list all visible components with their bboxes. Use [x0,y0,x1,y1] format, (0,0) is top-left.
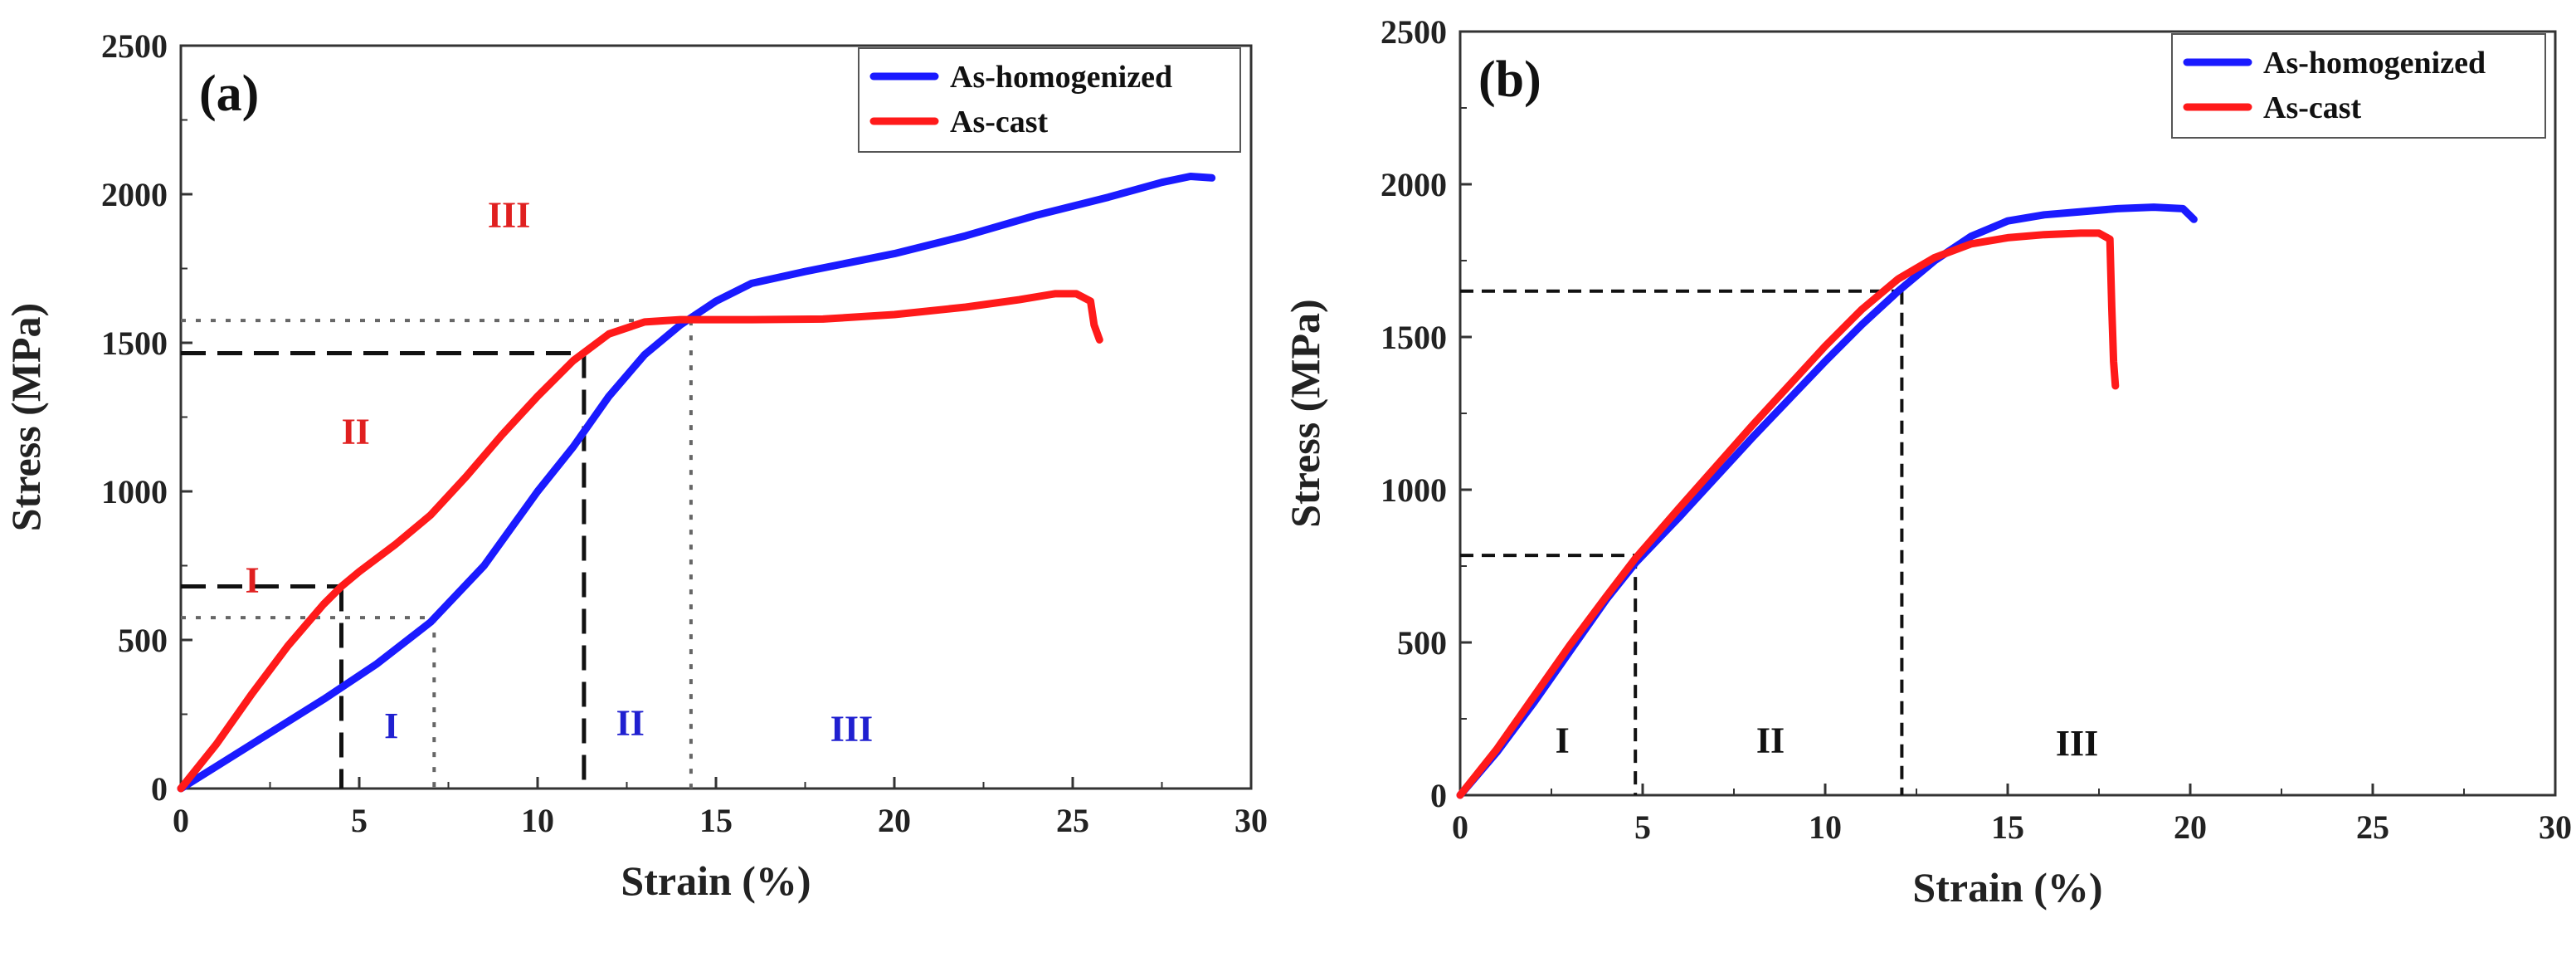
panel-a-legend: As-homogenized As-cast [858,47,1241,153]
panel-b-y-tick-label: 2000 [1381,166,1447,203]
panel-a-region-label: III [830,709,873,750]
panel-b-x-tick-label: 0 [1452,808,1468,846]
panel-a-y-tick-label: 1000 [101,473,168,510]
panel-a-y-axis-title: Stress (MPa) [2,303,49,531]
panel-a-y-tick-label: 2000 [101,176,168,213]
panel-b-x-tick-label: 15 [1991,808,2024,846]
panel-a-region-label: I [384,706,398,746]
panel-a-y-tick-label: 1500 [101,325,168,362]
panel-a-x-tick-label: 0 [173,802,189,839]
panel-b-region-label: III [2056,723,2098,764]
panel-a-legend-box [858,47,1241,153]
panel-b-x-tick-label: 5 [1634,808,1651,846]
panel-b-region-label: I [1556,720,1570,760]
panel-b-chart: 0 5 10 15 20 25 30 0 500 1000 1500 2000 2500 Strain (… [1282,13,2572,911]
panel-b-y-tick-label: 0 [1430,777,1447,814]
panel-b-y-tick-label: 1000 [1381,471,1447,509]
panel-a-label: (a) [199,66,259,122]
panel-a-chart: 0 5 10 15 20 25 30 0 500 1000 1500 2000 2500 Strain (… [2,27,1268,904]
panel-b-x-tick-label: 30 [2539,808,2572,846]
panel-b-legend-box [2171,33,2546,139]
panel-a-legend-entry: As-homogenized [950,60,1172,95]
panel-a-region-label: II [616,703,645,744]
panel-b-legend-entry: As-homogenized [2263,46,2486,81]
panel-a-legend-entry: As-cast [950,105,1049,139]
panel-a-x-axis-title: Strain (%) [621,857,811,904]
panel-a-x-tick-label: 25 [1056,802,1089,839]
panel-b-legend: As-homogenized As-cast [2171,33,2546,139]
panel-a-as-cast-curve [177,290,1103,793]
panel-b-x-axis-title: Strain (%) [1912,864,2102,911]
panel-a-x-tick-label: 5 [351,802,368,839]
panel-b-as-cast-curve [1456,229,2120,799]
panel-b-y-tick-label: 1500 [1381,319,1447,356]
panel-b-legend-entry: As-cast [2263,90,2362,125]
panel-a-region-label: III [488,194,530,235]
panel-a-as-homogenized-curve [177,173,1216,793]
panel-a-region-label: II [342,412,370,452]
panel-b-y-tick-label: 2500 [1381,13,1447,51]
panel-b-x-tick-label: 25 [2356,808,2389,846]
panel-b-x-tick-label: 10 [1809,808,1842,846]
panel-a-x-tick-label: 30 [1234,802,1268,839]
panel-a-y-tick-label: 2500 [101,27,168,65]
panel-a-x-tick-label: 15 [699,802,733,839]
panel-a-x-tick-label: 20 [878,802,911,839]
panel-b-y-tick-label: 500 [1397,624,1447,662]
panel-b-region-label: II [1756,720,1785,760]
panel-b-label: (b) [1478,51,1541,108]
panel-b-x-tick-label: 20 [2174,808,2207,846]
panel-a-x-tick-label: 10 [521,802,554,839]
panel-a-y-tick-label: 0 [151,770,168,808]
panel-b-y-axis-title: Stress (MPa) [1282,299,1328,527]
panel-a-region-label: I [245,560,259,601]
panel-a-y-tick-label: 500 [118,622,168,659]
